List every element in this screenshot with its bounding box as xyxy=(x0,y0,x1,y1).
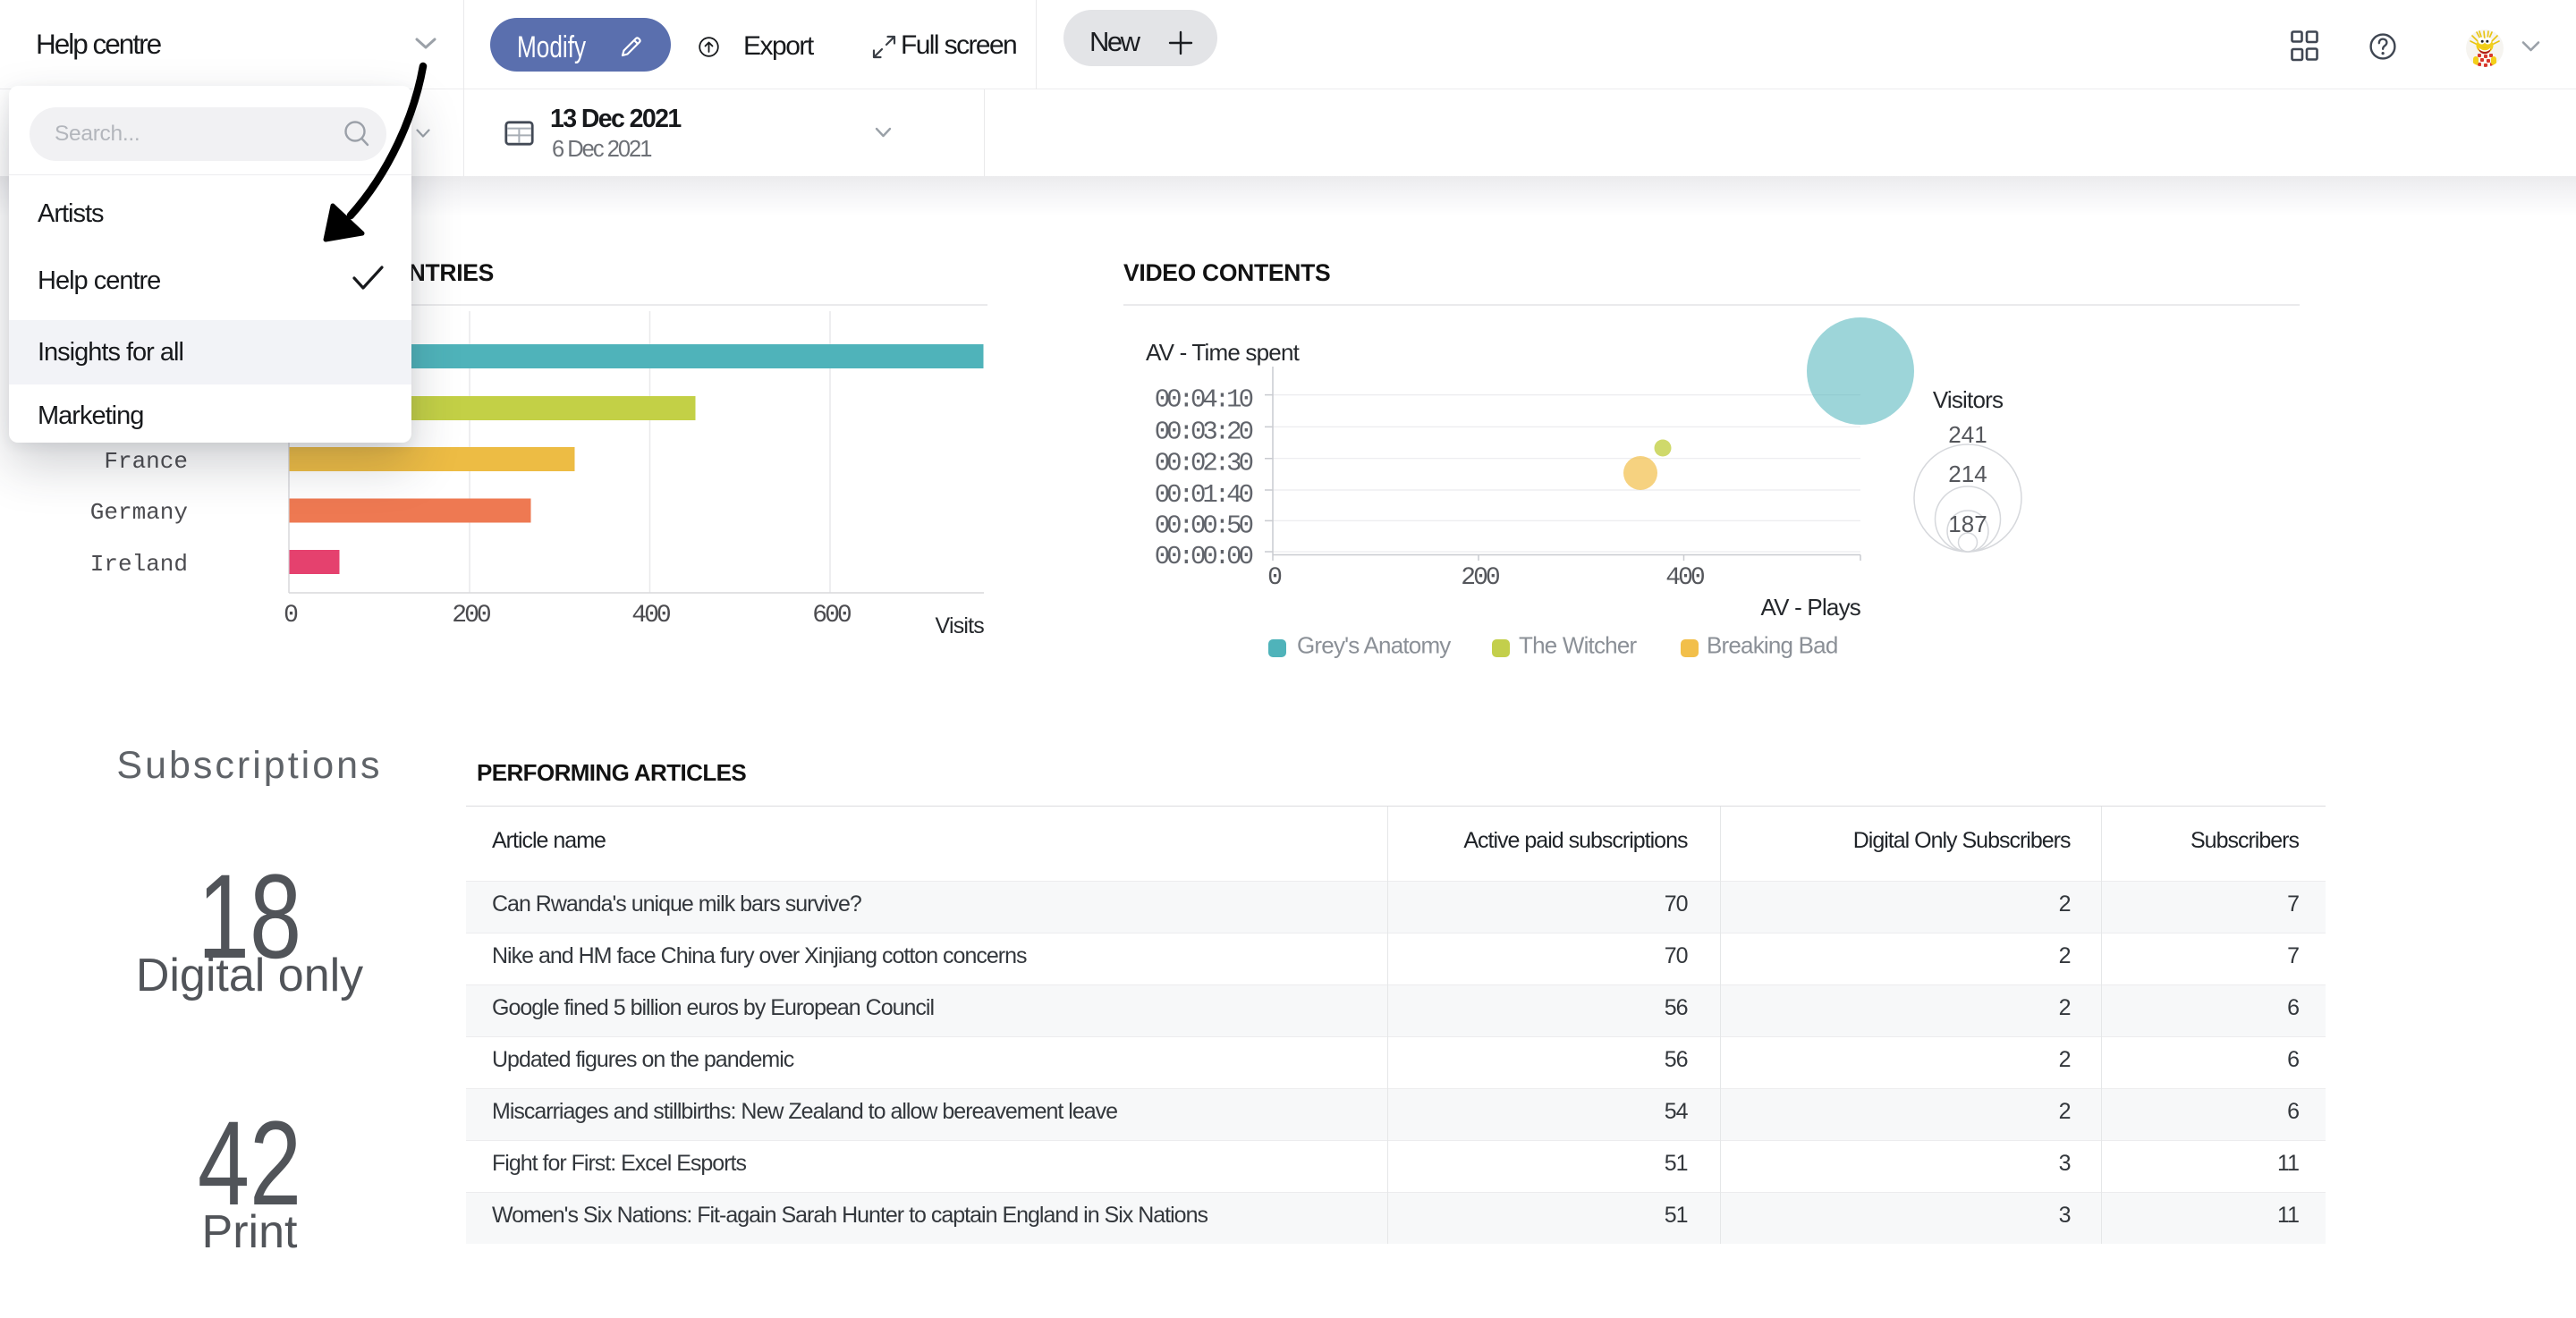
svg-text:0: 0 xyxy=(284,602,298,629)
svg-text:The Witcher: The Witcher xyxy=(1519,632,1637,659)
svg-text:Visitors: Visitors xyxy=(1933,386,2004,413)
svg-text:600: 600 xyxy=(812,602,852,629)
svg-text:Visits: Visits xyxy=(936,613,985,638)
svg-text:Grey's Anatomy: Grey's Anatomy xyxy=(1297,632,1451,659)
svg-text:400: 400 xyxy=(631,602,671,629)
svg-text:AV - Time spent: AV - Time spent xyxy=(1146,339,1301,366)
svg-text:AV - Plays: AV - Plays xyxy=(1761,594,1861,621)
svg-text:France: France xyxy=(104,448,188,475)
svg-text:400: 400 xyxy=(1665,564,1705,592)
svg-text:00:00:50: 00:00:50 xyxy=(1155,511,1253,540)
svg-text:00:04:10: 00:04:10 xyxy=(1155,385,1253,415)
svg-text:241: 241 xyxy=(1948,421,1987,448)
svg-text:0: 0 xyxy=(1267,564,1282,592)
svg-text:00:00:00: 00:00:00 xyxy=(1155,542,1253,571)
svg-text:00:03:20: 00:03:20 xyxy=(1155,417,1253,446)
svg-text:Germany: Germany xyxy=(90,499,188,526)
svg-text:Ireland: Ireland xyxy=(90,551,188,578)
svg-text:187: 187 xyxy=(1948,511,1987,537)
svg-text:Breaking Bad: Breaking Bad xyxy=(1707,632,1838,659)
svg-text:200: 200 xyxy=(452,602,491,629)
svg-text:00:02:30: 00:02:30 xyxy=(1155,449,1253,478)
svg-text:200: 200 xyxy=(1461,564,1500,592)
svg-text:214: 214 xyxy=(1948,460,1987,487)
svg-text:VIDEO CONTENTS: VIDEO CONTENTS xyxy=(1123,259,1330,286)
svg-text:00:01:40: 00:01:40 xyxy=(1155,480,1253,510)
